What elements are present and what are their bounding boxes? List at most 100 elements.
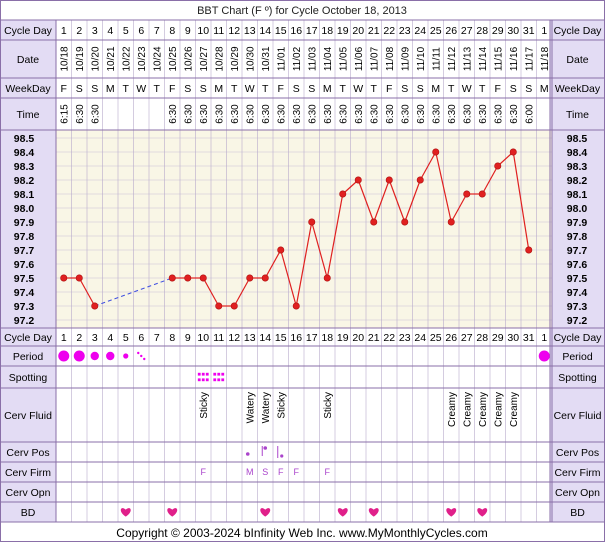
period-marker [58,350,70,362]
time-label: 6:30 [261,104,272,124]
weekday-label: S [293,83,300,95]
temperature-point [478,190,486,198]
date-label: 11/17 [524,46,535,71]
temperature-line-segment [435,151,452,223]
period-spotting-dot [137,351,140,355]
cycle-day-number-bottom: 26 [445,332,457,344]
weekday-label: T [340,83,347,95]
cycle-day-number: 6 [138,25,144,37]
period-marker [538,350,550,362]
weekday-label: T [371,83,378,95]
date-label: 11/13 [462,46,473,71]
weekday-label: S [510,83,517,95]
y-tick-label-left: 98.0 [14,203,35,215]
cerv-pos-marker [280,454,284,458]
date-label: 10/22 [121,46,132,71]
date-label: 10/19 [75,46,86,71]
date-label: 11/18 [540,46,551,71]
cycle-day-number-bottom: 21 [368,332,380,344]
cycle-day-number-bottom: 1 [541,332,547,344]
cerv-fluid-label: Watery [261,392,272,423]
y-tick-label-right: 97.2 [567,315,588,327]
time-label: 6:30 [307,104,318,124]
period-spotting-dot [140,354,143,358]
temperature-point [354,176,362,184]
y-tick-label-left: 98.2 [14,175,35,187]
cycle-day-number: 31 [523,25,535,37]
date-label: 10/31 [261,46,272,71]
date-label: 11/02 [292,46,303,71]
y-tick-label-right: 98.2 [567,175,588,187]
y-tick-label-right: 98.4 [567,147,588,159]
date-label: 11/01 [276,46,287,71]
row-label-cycle-day-right: Cycle Day [554,25,603,37]
cycle-day-number: 1 [541,25,547,37]
time-label: 6:30 [493,104,504,124]
row-label-time-right: Time [566,109,589,121]
y-tick-label-right: 97.5 [567,273,588,285]
temperature-point [91,302,99,310]
cycle-day-number: 27 [461,25,473,37]
temperature-point [416,176,424,184]
period-marker [73,350,85,362]
weekday-label: T [123,83,130,95]
y-tick-label-left: 97.3 [14,301,35,313]
weekday-label: T [262,83,269,95]
time-label: 6:30 [183,104,194,124]
cerv-firm-label: F [294,467,300,477]
row-label-cerv-firm-right: Cerv Firm [554,467,600,479]
temperature-point [277,246,285,254]
cycle-day-number: 15 [275,25,287,37]
time-label: 6:30 [199,104,210,124]
temperature-point [215,302,223,310]
row-label-cerv-opn-left: Cerv Opn [6,487,51,499]
cycle-day-number-bottom: 12 [228,332,240,344]
time-label: 6:30 [416,104,427,124]
y-tick-label-right: 97.4 [567,287,588,299]
cycle-day-number-bottom: 3 [92,332,98,344]
y-tick-label-left: 97.4 [14,287,35,299]
temperature-point [447,218,455,226]
date-label: 11/10 [416,46,427,71]
date-label: 11/15 [493,46,504,71]
period-spotting-dot [143,357,146,361]
cerv-fluid-label: Creamy [509,392,520,427]
bd-heart-icon [368,508,379,517]
temperature-point [184,274,192,282]
spotting-marker [197,378,201,382]
cycle-day-number: 12 [228,25,240,37]
y-tick-label-left: 97.5 [14,273,35,285]
row-label-cerv-firm-left: Cerv Firm [5,467,51,479]
left-label-column [0,20,56,522]
time-label: 6:00 [524,104,535,124]
y-tick-label-left: 97.6 [14,259,35,271]
spotting-marker [197,372,201,376]
date-label: 10/28 [214,46,225,71]
cerv-fluid-label: Sticky [323,392,334,419]
cycle-day-number-bottom: 7 [154,332,160,344]
temperature-line-segment [481,165,499,195]
cycle-day-number-bottom: 6 [138,332,144,344]
cycle-day-number: 30 [507,25,519,37]
temperature-point [323,274,331,282]
temperature-point [432,148,440,156]
temperature-point [525,246,533,254]
date-label: 10/26 [183,46,194,71]
spotting-marker [201,372,205,376]
temperature-point [385,176,393,184]
weekday-label: M [214,83,223,95]
weekday-label: S [91,83,98,95]
y-tick-label-left: 97.9 [14,217,35,229]
cycle-day-number: 2 [76,25,82,37]
cycle-day-number: 7 [154,25,160,37]
cycle-day-number: 25 [430,25,442,37]
weekday-label: F [495,83,501,95]
cycle-day-number: 18 [321,25,333,37]
cerv-firm-label: S [262,467,268,477]
weekday-label: F [278,83,284,95]
cerv-fluid-label: Creamy [462,392,473,427]
date-label: 11/09 [400,46,411,71]
cerv-firm-label: F [325,467,331,477]
weekday-label: F [386,83,392,95]
temperature-point [292,302,300,310]
